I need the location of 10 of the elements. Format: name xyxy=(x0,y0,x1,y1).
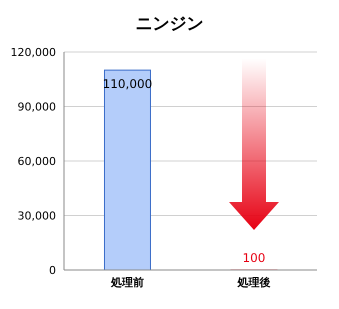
y-tick-label: 120,000 xyxy=(10,46,56,59)
x-tick-label: 処理後 xyxy=(236,276,270,289)
data-label: 110,000 xyxy=(102,77,152,92)
y-tick-label: 30,000 xyxy=(18,209,56,222)
y-tick-label: 90,000 xyxy=(18,100,56,114)
chart-title: ニンジン xyxy=(134,13,204,35)
data-label: 100 xyxy=(242,250,266,265)
y-tick-label: 0 xyxy=(49,264,56,277)
y-tick-label: 60,000 xyxy=(18,154,56,168)
x-tick-label: 処理前 xyxy=(110,276,144,289)
